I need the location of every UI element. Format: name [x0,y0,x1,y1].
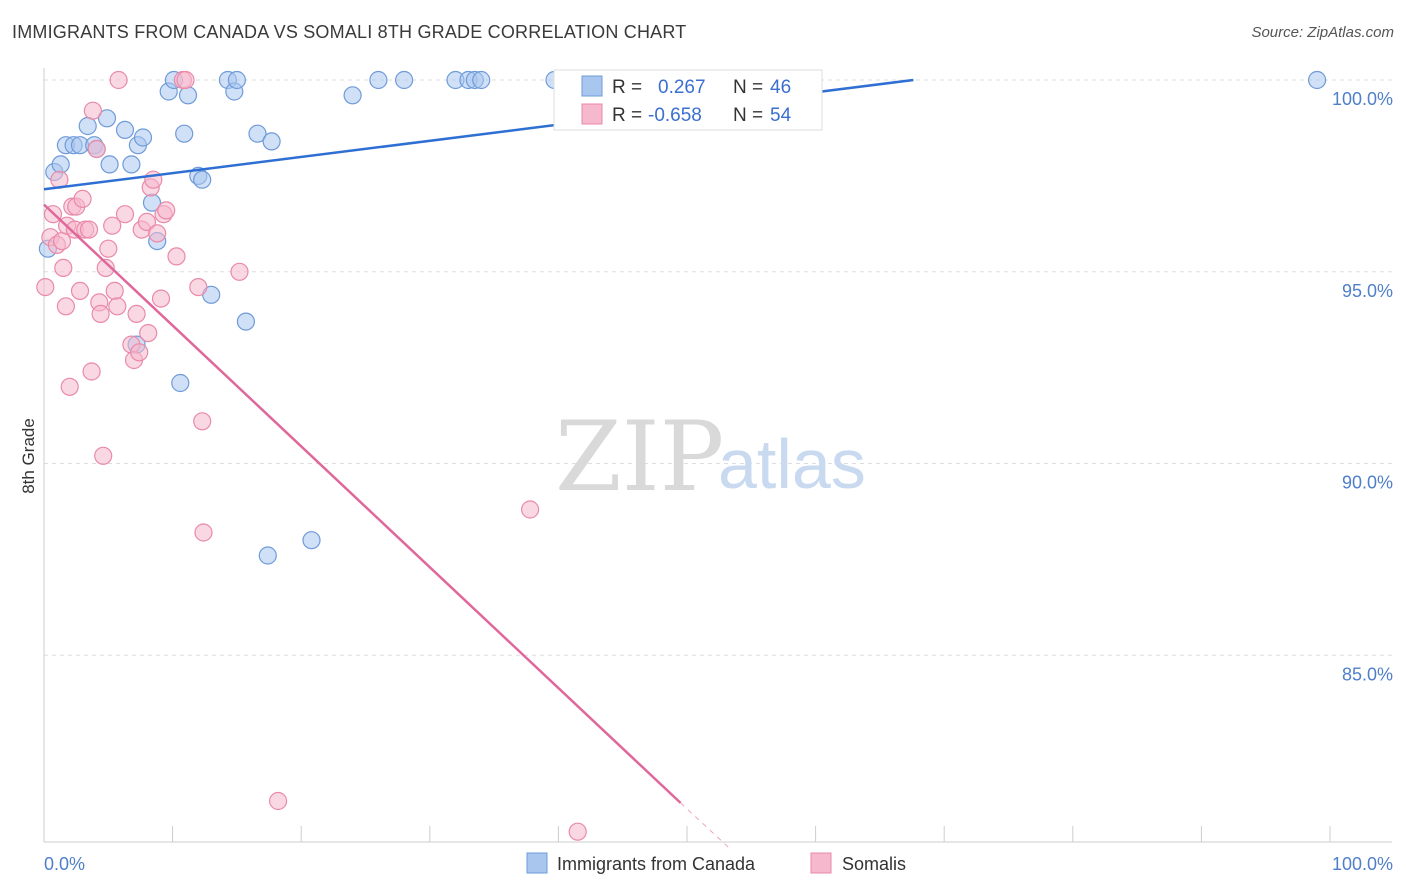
point-somalis-39 [148,224,167,243]
point-somalis-19 [87,139,106,159]
point-somalis-29 [115,205,135,224]
point-somalis-40 [151,289,171,308]
point-somalis-16 [79,220,99,239]
point-somalis-26 [105,281,124,300]
point-canada-45 [1307,70,1327,90]
stats-r-label-blue: R = [612,77,642,98]
point-canada-34 [369,70,388,90]
point-somalis-46 [189,278,208,297]
point-canada-9 [97,109,117,128]
watermark-zip: ZIP [555,401,724,513]
point-somalis-24 [99,239,118,258]
point-somalis-32 [127,304,146,323]
y-axis-label: 8th Grade [19,418,38,494]
axes [43,68,1392,843]
x-tick-labels: 0.0% 100.0% [44,854,1393,874]
legend-label-canada: Immigrants from Canada [557,854,756,874]
point-canada-11 [115,120,135,139]
point-somalis-23 [96,258,115,277]
point-somalis-42 [157,201,176,220]
point-somalis-51 [520,500,540,519]
stats-r-value-pink: -0.658 [648,105,702,126]
point-somalis-33 [130,343,149,362]
point-canada-28 [236,312,255,331]
point-somalis-27 [108,297,127,316]
trend-line-somalis [43,203,682,804]
point-somalis-6 [54,258,73,277]
y-tick-label-2: 95.0% [1342,281,1393,301]
point-somalis-14 [73,189,92,208]
y-tick-label-3: 100.0% [1332,89,1393,109]
point-canada-33 [343,86,362,105]
legend-swatch-somalis [810,852,832,874]
point-canada-14 [133,128,153,147]
point-somalis-22 [94,446,113,465]
point-canada-12 [122,155,141,174]
chart-legend: Immigrants from Canada Somalis [526,852,906,874]
point-canada-27 [227,70,246,90]
stats-r-value-blue: 0.267 [658,77,706,98]
point-somalis-50 [269,791,288,811]
point-somalis-36 [139,324,158,343]
y-tick-label-0: 85.0% [1342,664,1393,684]
point-somalis-17 [82,362,101,381]
data-points [36,70,1327,841]
watermark: ZIP atlas [555,401,866,513]
point-somalis-47 [193,412,212,431]
y-tick-label-1: 90.0% [1342,473,1393,493]
x-tick-label-min: 0.0% [44,854,85,874]
point-somalis-43 [167,247,186,266]
y-tick-labels: 85.0% 90.0% 95.0% 100.0% [1332,89,1393,684]
chart-title: IMMIGRANTS FROM CANADA VS SOMALI 8TH GRA… [12,22,687,42]
point-canada-29 [248,124,267,143]
legend-label-somalis: Somalis [842,854,906,874]
point-canada-31 [262,132,281,151]
stats-swatch-blue [581,75,603,97]
stats-swatch-pink [581,103,603,125]
point-somalis-21 [91,304,110,323]
point-somalis-28 [109,70,128,90]
point-somalis-13 [70,281,90,300]
point-canada-39 [472,70,491,90]
stats-n-value-pink: 54 [770,105,792,126]
point-canada-10 [100,155,119,174]
stats-n-label-pink: N = [733,105,763,126]
stats-legend-box: R = 0.267 N = 46 R = -0.658 N = 54 [553,69,823,131]
stats-n-label-blue: N = [733,77,763,98]
point-canada-2 [51,155,70,174]
chart-source: Source: ZipAtlas.com [1251,24,1394,41]
point-canada-21 [178,86,198,105]
watermark-atlas: atlas [718,425,866,503]
trend-line-somalis-extension [680,802,729,848]
point-somalis-7 [56,297,76,316]
point-somalis-52 [568,822,587,841]
stats-r-label-pink: R = [612,105,642,126]
point-canada-20 [175,124,194,143]
point-somalis-9 [60,377,79,396]
point-somalis-0 [36,278,55,297]
point-somalis-35 [137,212,156,231]
point-somalis-48 [194,523,213,542]
x-tick-label-max: 100.0% [1332,854,1393,874]
stats-n-value-blue: 46 [770,77,791,98]
point-somalis-45 [176,70,195,90]
point-canada-35 [395,70,414,90]
point-somalis-25 [103,216,122,235]
point-canada-19 [171,373,190,393]
point-canada-32 [302,531,321,550]
point-somalis-49 [230,262,249,281]
point-somalis-18 [83,101,103,120]
point-canada-6 [78,116,97,136]
point-canada-30 [258,546,277,565]
point-canada-23 [193,170,212,189]
legend-swatch-canada [526,852,548,874]
grid-lines [44,79,1392,656]
